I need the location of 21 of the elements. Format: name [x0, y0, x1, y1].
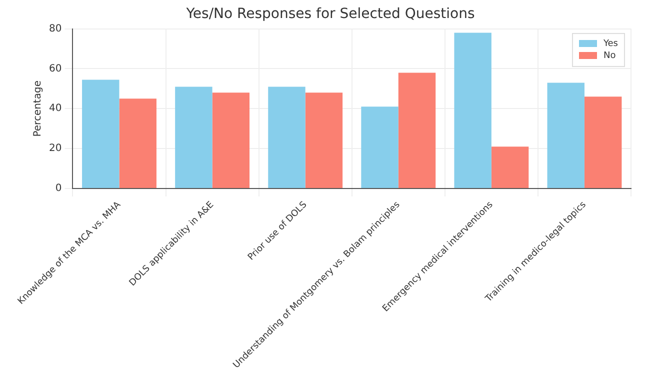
bar — [584, 96, 622, 188]
bar — [491, 146, 529, 188]
bar — [119, 98, 156, 188]
bar — [212, 92, 250, 188]
y-tick-label: 40 — [48, 103, 62, 114]
bar — [547, 82, 584, 188]
legend-label: No — [603, 50, 616, 61]
bar — [361, 106, 398, 188]
y-tick-label: 20 — [48, 143, 62, 154]
legend-label: Yes — [603, 38, 618, 49]
bar — [454, 32, 492, 188]
y-tick-label: 60 — [48, 63, 62, 74]
bar — [175, 86, 212, 188]
bar — [268, 86, 306, 188]
bar — [305, 92, 343, 188]
y-tick-label: 0 — [55, 183, 62, 194]
y-tick-label: 80 — [48, 23, 62, 34]
bar — [82, 80, 120, 188]
bar — [398, 72, 436, 188]
chart-title: Yes/No Responses for Selected Questions — [185, 6, 475, 22]
y-axis-title: Percentage — [32, 80, 44, 137]
